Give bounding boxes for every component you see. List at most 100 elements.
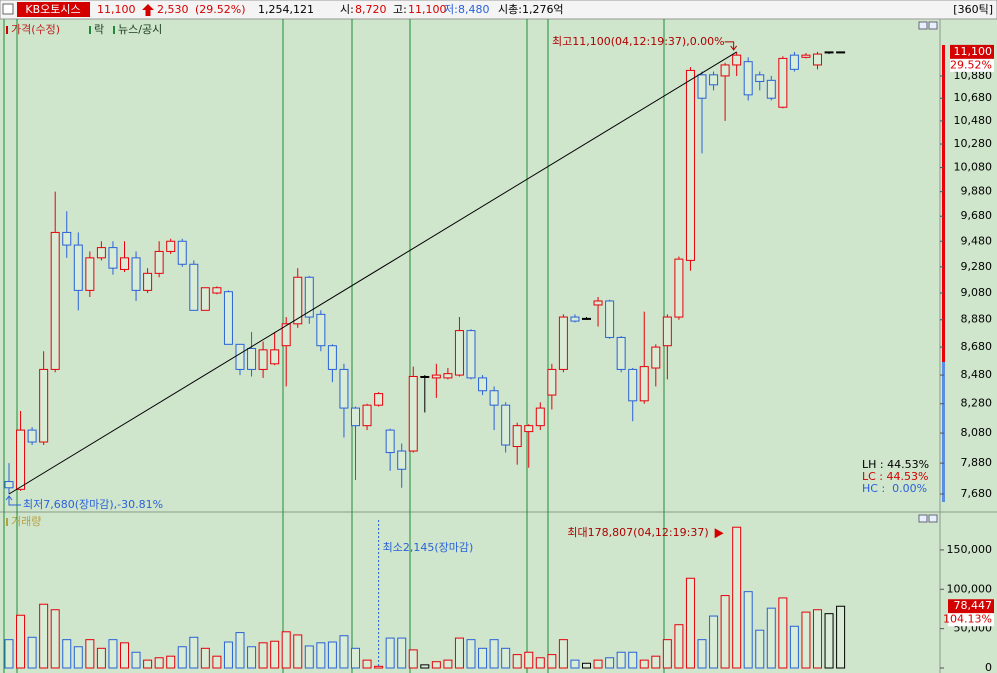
- candle-body: [27, 429, 37, 443]
- legend-news[interactable]: 뉴스/공시: [118, 23, 162, 36]
- y-tick-label: 9,880: [961, 185, 993, 198]
- volume-bar: [339, 635, 349, 669]
- volume-bar: [778, 597, 788, 669]
- candle-body: [281, 323, 291, 347]
- candle-body: [62, 231, 72, 246]
- candle-body: [766, 79, 776, 99]
- volume-bar: [351, 647, 360, 669]
- candle-body: [374, 393, 384, 406]
- panel-button[interactable]: [918, 514, 928, 523]
- volume-bar: [62, 639, 72, 669]
- candle-body: [628, 368, 638, 402]
- volume-bar: [743, 591, 753, 669]
- candle-body: [177, 240, 187, 265]
- volume-bar: [327, 641, 337, 669]
- volume-title[interactable]: 거래량: [11, 515, 41, 528]
- volume-bar: [154, 657, 164, 669]
- volume-bar: [281, 631, 291, 669]
- volume-bar: [397, 637, 407, 669]
- panel-button[interactable]: [928, 514, 938, 523]
- legend-price[interactable]: 가격(수정): [11, 23, 60, 36]
- candle-body: [270, 349, 280, 365]
- candle-body: [512, 425, 522, 448]
- candle-body: [96, 247, 106, 259]
- y-tick-label: 7,880: [961, 456, 993, 469]
- volume-bar: [466, 639, 476, 669]
- candle-body: [443, 373, 453, 379]
- candle-body: [824, 51, 834, 54]
- max-marker: [714, 528, 724, 539]
- candle-body: [605, 300, 615, 338]
- price-tag-change: 29.52%: [950, 58, 992, 71]
- candle-body: [651, 346, 661, 369]
- stock-name[interactable]: KB오토시스: [25, 3, 80, 16]
- candle-body: [582, 317, 591, 320]
- candle-body: [697, 74, 707, 99]
- candle-body: [662, 316, 672, 347]
- y-tick-label: 10,280: [954, 137, 993, 150]
- panel-button[interactable]: [918, 21, 928, 30]
- volume-bar: [304, 645, 314, 669]
- high-label: 고:: [393, 3, 407, 16]
- stock-name-box[interactable]: [17, 2, 90, 17]
- volume-bar: [755, 629, 765, 669]
- candle-body: [616, 336, 626, 370]
- price-tag: 11,100: [954, 45, 993, 58]
- volume-bar: [547, 654, 557, 669]
- candle-body: [362, 404, 372, 427]
- price-tag-box: [950, 44, 994, 59]
- candle-body: [4, 481, 14, 489]
- candle-body: [478, 377, 488, 392]
- candle-body: [789, 54, 799, 70]
- volume-bar: [385, 637, 395, 669]
- max-arrow: [724, 41, 738, 51]
- candle-body: [836, 51, 846, 54]
- checkbox[interactable]: [2, 3, 14, 15]
- y-tick-label: 10,880: [954, 69, 993, 82]
- stat-lc: LC : 44.53%: [862, 470, 928, 483]
- volume-bar: [189, 636, 199, 669]
- volume-bar: [258, 642, 268, 669]
- period[interactable]: [360틱]: [953, 3, 993, 16]
- y-tick-label: 10,680: [954, 91, 993, 104]
- candle-body: [674, 258, 684, 318]
- candle-body: [339, 368, 349, 409]
- volume-bar: [766, 607, 776, 669]
- candle-body: [454, 330, 464, 376]
- volume-bar: [39, 603, 49, 669]
- volume-bar: [535, 657, 545, 669]
- candle-body: [801, 54, 811, 58]
- up-arrow: [142, 4, 154, 16]
- candle-body: [200, 287, 210, 311]
- candle-body: [743, 61, 753, 96]
- candle-body: [304, 276, 314, 318]
- volume-bar: [524, 651, 534, 669]
- volume-bar: [685, 577, 695, 669]
- volume-bar: [709, 615, 719, 669]
- volume-bar: [489, 639, 499, 669]
- volume-bar: [235, 632, 245, 669]
- candle-body: [293, 276, 303, 325]
- volume-bar: [247, 646, 257, 669]
- volume-bar: [212, 655, 222, 669]
- volume-bar: [27, 636, 37, 669]
- legend-lock[interactable]: 락: [94, 23, 104, 36]
- min-label: 최소2,145(장마감): [383, 541, 474, 554]
- min-label: 최저7,680(장마감),-30.81%: [23, 498, 163, 511]
- session-separators: [3, 19, 665, 673]
- volume-tag-change: 104.13%: [943, 613, 992, 626]
- high: 11,100: [408, 3, 447, 16]
- volume-bar: [454, 637, 464, 669]
- candle-body: [466, 330, 476, 379]
- candle-body: [166, 240, 176, 252]
- volume-bar: [732, 526, 742, 669]
- candle-body: [778, 57, 788, 108]
- candle-body: [120, 257, 129, 270]
- volume-bar: [166, 655, 176, 669]
- y-tick-label: 10,480: [954, 114, 993, 127]
- volume-bar: [200, 647, 210, 669]
- volume-tag-change-box: [948, 613, 994, 627]
- panel-button[interactable]: [928, 21, 938, 30]
- trend-line: [8, 51, 737, 495]
